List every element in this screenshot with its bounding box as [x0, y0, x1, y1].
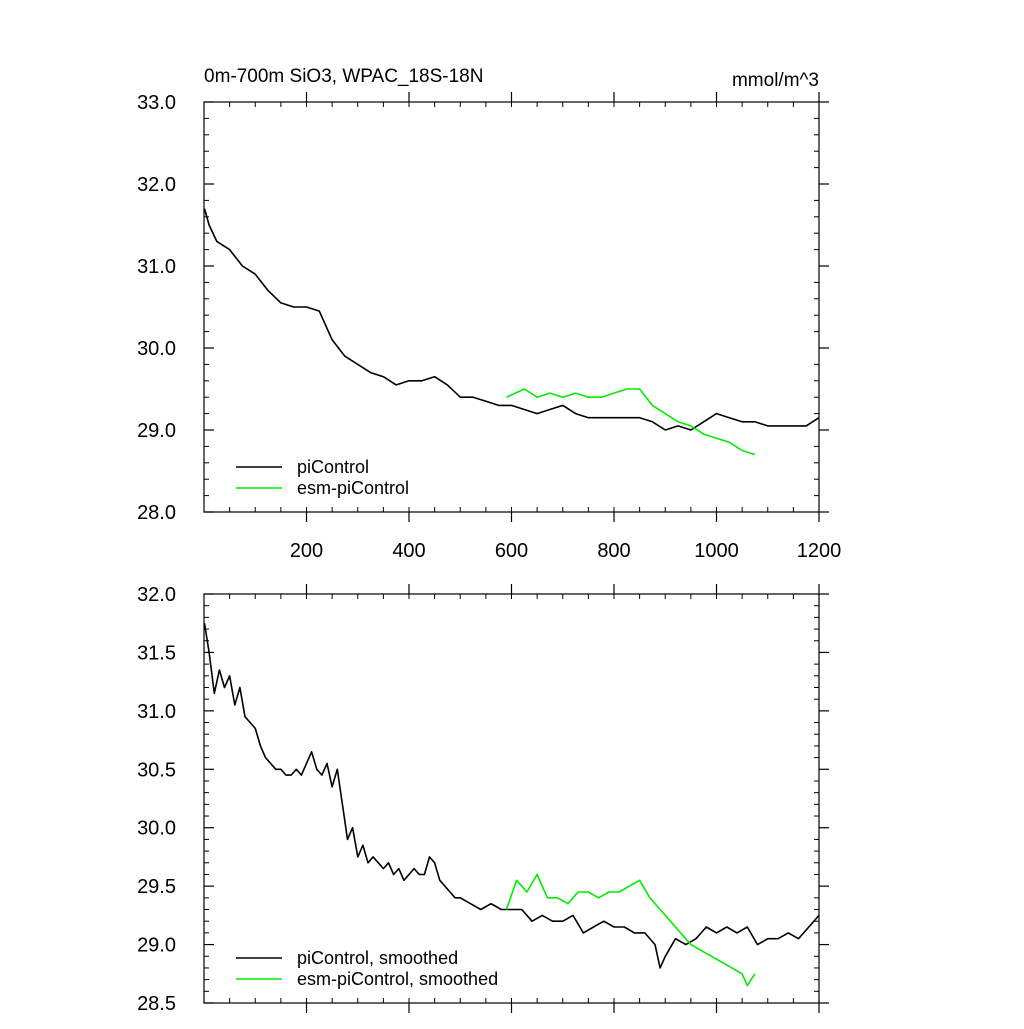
x-tick-label: 400: [392, 540, 425, 562]
legend-label-2: esm-piControl: [297, 478, 409, 498]
y-tick-label: 30.0: [137, 338, 176, 360]
legend-label-1: piControl, smoothed: [297, 948, 458, 968]
x-tick-label: 1000: [694, 540, 739, 562]
y-tick-label: 32.0: [137, 174, 176, 196]
y-tick-label: 29.0: [137, 420, 176, 442]
y-tick-label: 29.5: [137, 876, 176, 898]
y-tick-label: 29.0: [137, 935, 176, 957]
legend-label-2: esm-piControl, smoothed: [297, 969, 498, 989]
y-tick-label: 31.5: [137, 642, 176, 664]
chart-panel-2: 28.5 29.0 29.5 30.0 30.5 31.0 31.5 32.0 piContro…: [137, 584, 829, 1015]
y-tick-label: 31.0: [137, 256, 176, 278]
y-tick-label: 30.5: [137, 759, 176, 781]
plot-frame: [203, 593, 820, 1004]
x-tick-label: 600: [495, 540, 528, 562]
y-tick-label: 31.0: [137, 701, 176, 723]
y-tick-label: 28.0: [137, 502, 176, 524]
chart-units: mmol/m^3: [732, 70, 819, 91]
series-line-2: [506, 388, 756, 456]
chart-panel-1: 200 400 600 800 1000 1200 28.0 29.0 30.0 31.0 32.0…: [137, 66, 841, 562]
series-line-1: [203, 623, 820, 969]
series-line-2: [505, 873, 756, 987]
x-tick-label: 1200: [797, 540, 842, 562]
y-tick-label: 28.5: [137, 993, 176, 1015]
legend-label-1: piControl: [297, 457, 369, 477]
y-tick-label: 32.0: [137, 584, 176, 606]
chart-title: 0m-700m SiO3, WPAC_18S-18N: [204, 66, 483, 87]
series-line-1: [203, 208, 820, 431]
x-tick-label: 800: [597, 540, 630, 562]
y-tick-label: 30.0: [137, 818, 176, 840]
y-tick-label: 33.0: [137, 92, 176, 114]
x-tick-label: 200: [290, 540, 323, 562]
